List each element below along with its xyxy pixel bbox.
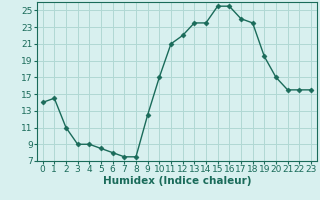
X-axis label: Humidex (Indice chaleur): Humidex (Indice chaleur) bbox=[102, 176, 251, 186]
